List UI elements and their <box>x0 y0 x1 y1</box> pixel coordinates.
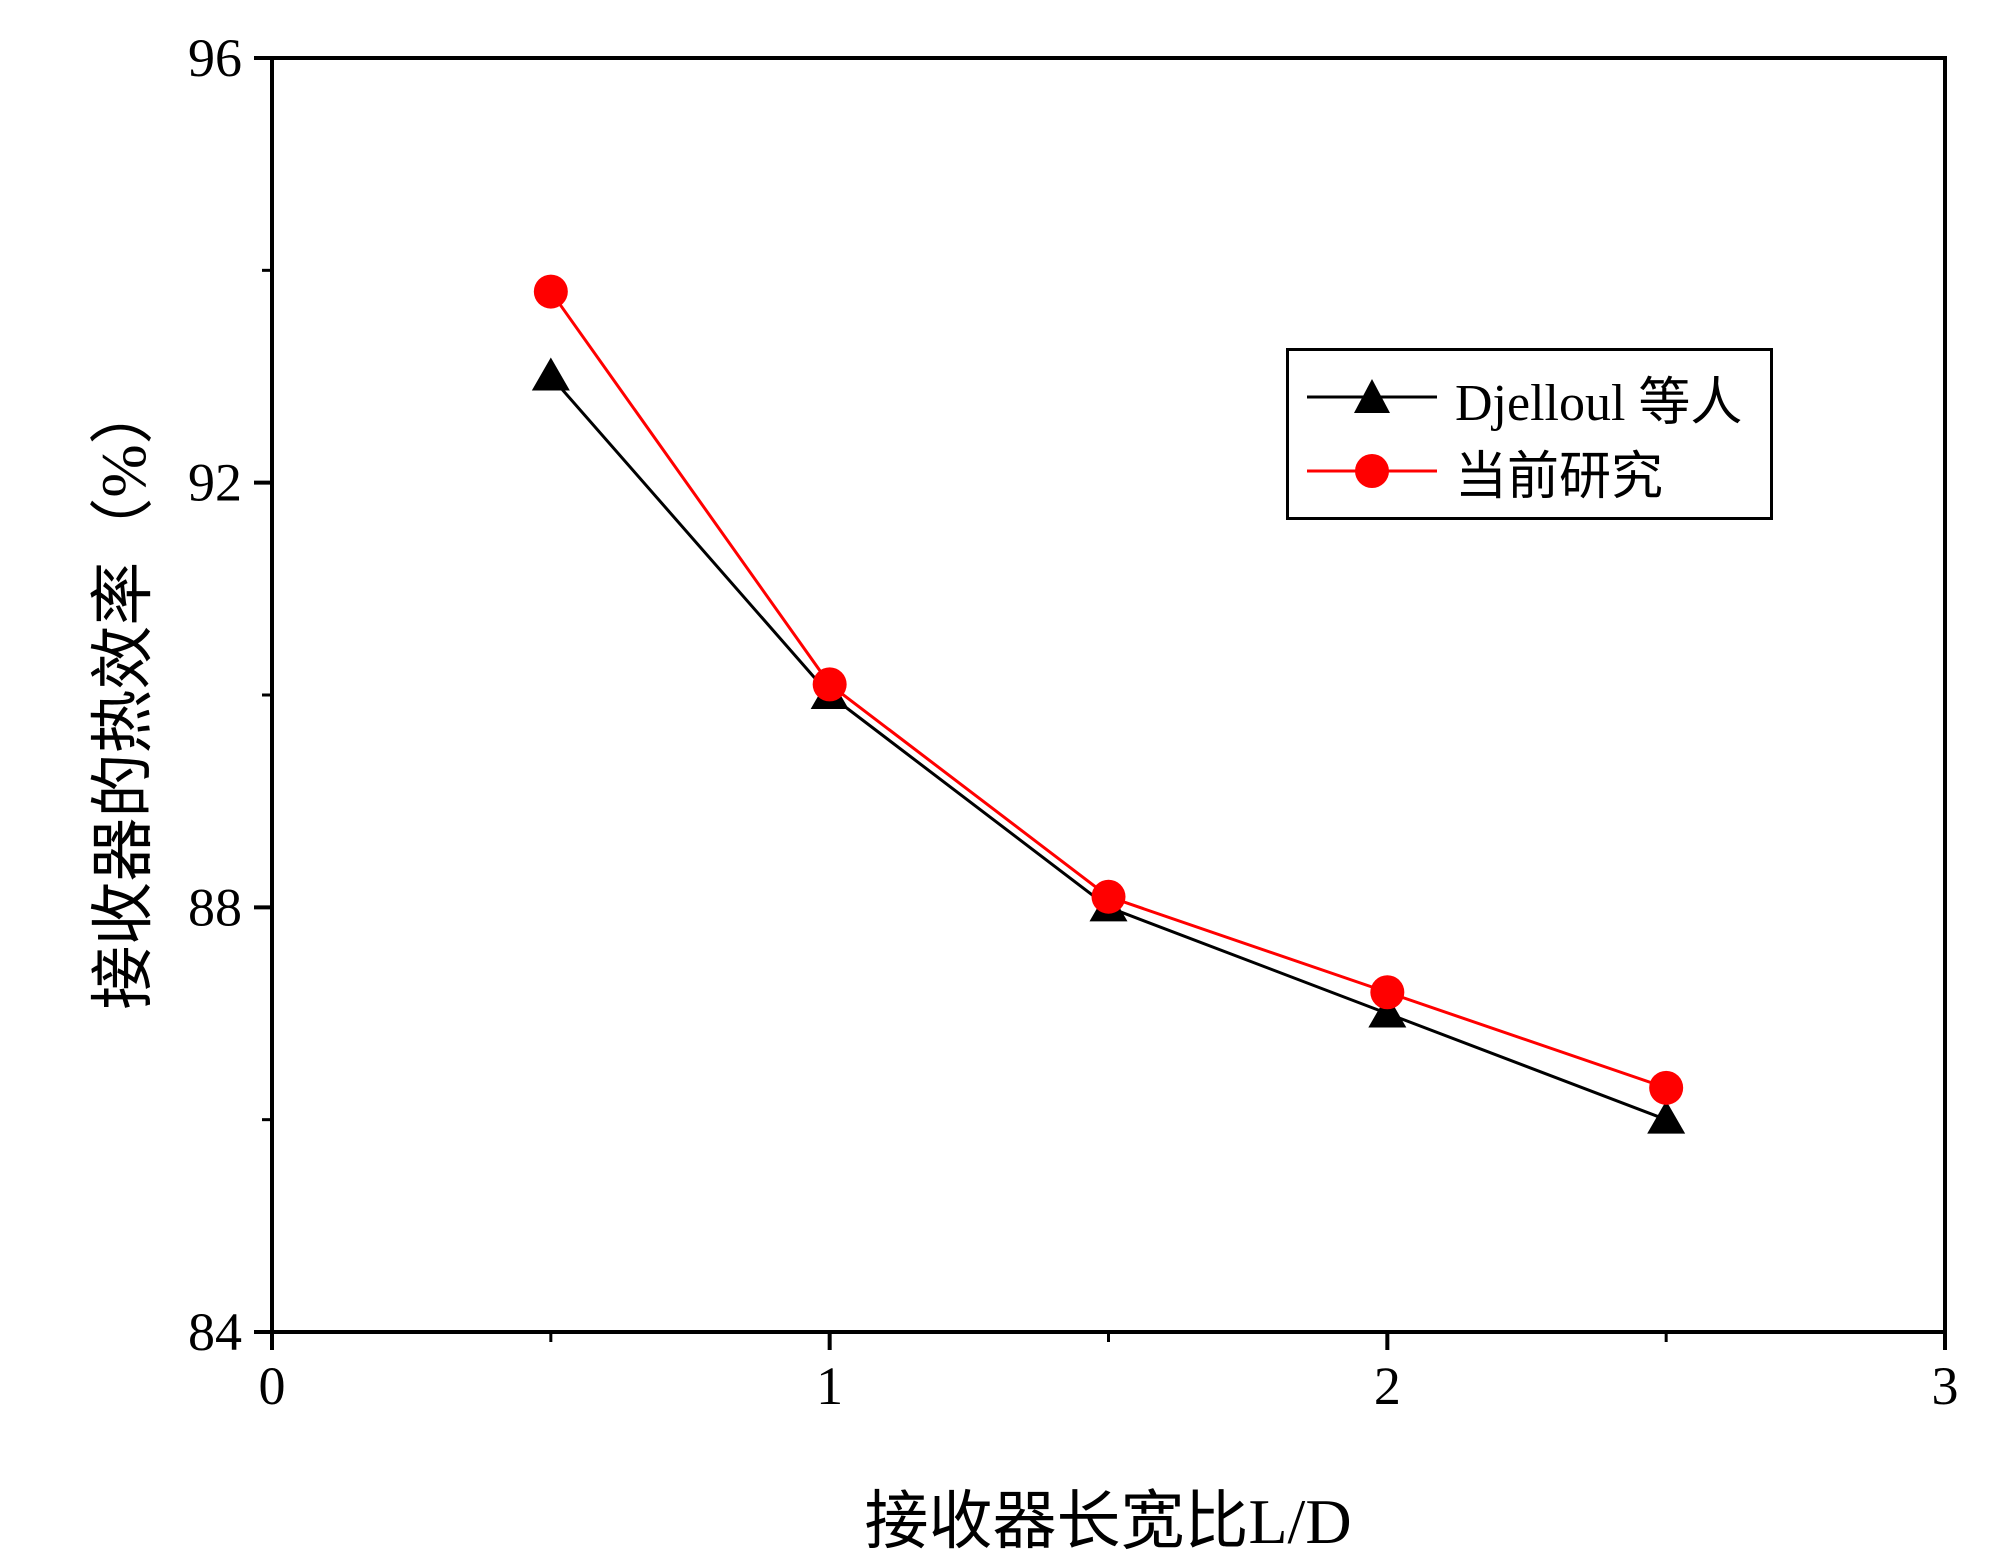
legend-item-djelloul: Djelloul 等人 <box>1307 365 1742 432</box>
triangle-marker-icon <box>1307 379 1437 413</box>
legend-item-current-study: 当前研究 <box>1307 439 1742 506</box>
y-tick-label: 92 <box>188 453 242 513</box>
x-tick-label: 3 <box>1932 1356 1959 1416</box>
x-axis-title: 接收器长宽比L/D <box>864 1486 1352 1552</box>
data-point-circle <box>1370 975 1405 1010</box>
data-point-triangle <box>1368 994 1407 1028</box>
data-point-circle <box>812 667 847 702</box>
circle-marker-icon <box>1307 454 1437 488</box>
x-tick-label: 1 <box>816 1356 843 1416</box>
data-point-circle <box>1091 879 1126 914</box>
x-tick-label: 0 <box>259 1356 286 1416</box>
x-tick-label: 2 <box>1374 1356 1401 1416</box>
y-tick-label: 96 <box>188 28 242 88</box>
y-tick-label: 88 <box>188 877 242 937</box>
legend-label-djelloul: Djelloul 等人 <box>1455 374 1743 432</box>
legend-label-current-study: 当前研究 <box>1455 448 1664 506</box>
plot-frame <box>270 56 1947 1334</box>
data-point-triangle <box>531 357 570 391</box>
data-point-circle <box>533 274 568 309</box>
y-axis-title: 接收器的热效率（%） <box>88 380 159 1010</box>
y-tick-label: 84 <box>188 1302 242 1362</box>
data-point-circle <box>1649 1070 1684 1105</box>
data-point-triangle <box>1647 1100 1686 1134</box>
legend: Djelloul 等人 当前研究 <box>1286 348 1774 520</box>
